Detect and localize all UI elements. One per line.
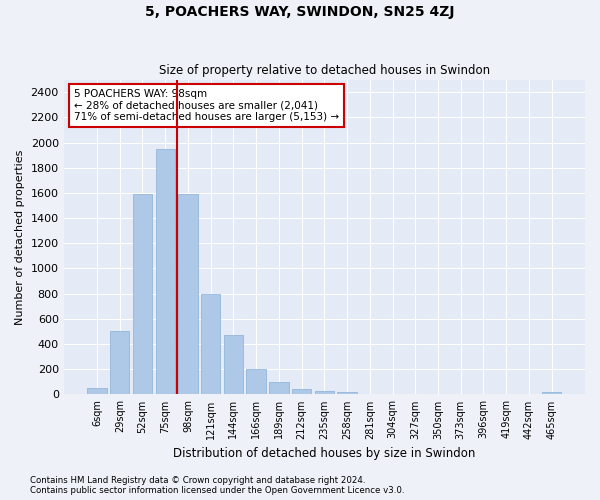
Bar (155, 149, 175, 394)
Text: Contains HM Land Registry data © Crown copyright and database right 2024.
Contai: Contains HM Land Registry data © Crown c… (30, 476, 404, 495)
Bar (337, 392, 357, 394)
Bar (133, 194, 152, 394)
X-axis label: Distribution of detached houses by size in Swindon: Distribution of detached houses by size … (173, 447, 476, 460)
Bar (247, 369, 266, 394)
Y-axis label: Number of detached properties: Number of detached properties (15, 150, 25, 324)
Text: 5 POACHERS WAY: 98sqm
← 28% of detached houses are smaller (2,041)
71% of semi-d: 5 POACHERS WAY: 98sqm ← 28% of detached … (74, 89, 339, 122)
Bar (201, 294, 220, 394)
Bar (88, 388, 107, 394)
Text: 5, POACHERS WAY, SWINDON, SN25 4ZJ: 5, POACHERS WAY, SWINDON, SN25 4ZJ (145, 5, 455, 19)
Bar (269, 382, 289, 394)
Bar (292, 390, 311, 394)
Bar (178, 194, 197, 394)
Bar (542, 392, 562, 394)
Title: Size of property relative to detached houses in Swindon: Size of property relative to detached ho… (159, 64, 490, 77)
Bar (314, 390, 334, 394)
Bar (110, 332, 130, 394)
Bar (224, 335, 243, 394)
